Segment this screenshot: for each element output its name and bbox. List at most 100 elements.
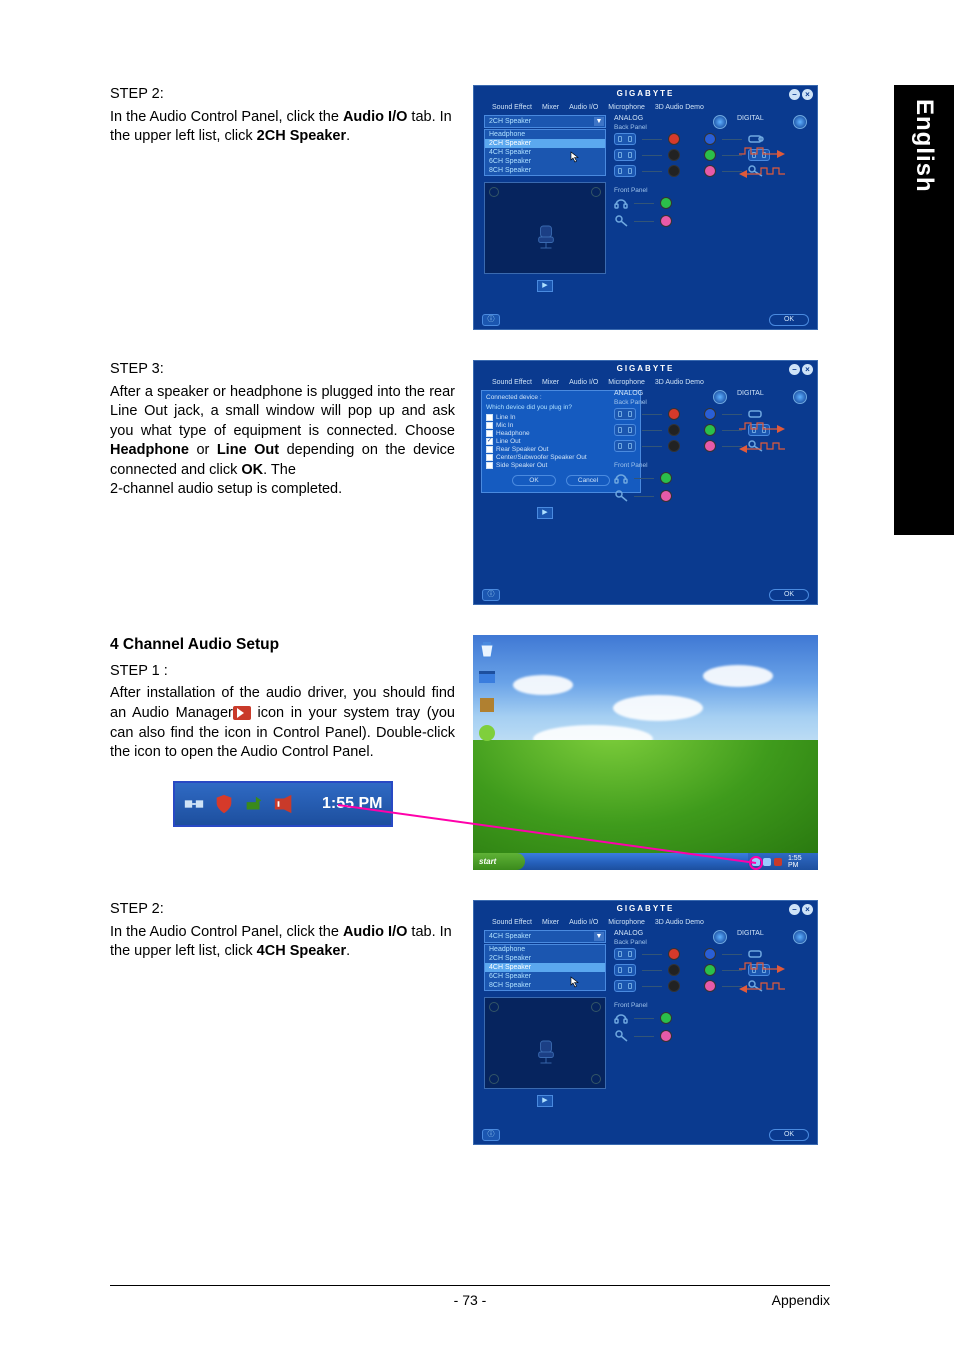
- minimize-icon[interactable]: –: [789, 364, 800, 375]
- tab-sound-effect[interactable]: Sound Effect: [492, 919, 532, 926]
- list-item[interactable]: 2CH Speaker: [485, 139, 605, 148]
- jack-red[interactable]: [668, 408, 680, 420]
- jack-black2[interactable]: [668, 165, 680, 177]
- info-icon[interactable]: ⓘ: [482, 314, 500, 326]
- digital-settings-icon[interactable]: [793, 930, 807, 944]
- tab-microphone[interactable]: Microphone: [608, 379, 645, 386]
- jack-black[interactable]: [668, 964, 680, 976]
- play-button[interactable]: ▶: [537, 507, 553, 519]
- tab-microphone[interactable]: Microphone: [608, 104, 645, 111]
- audio-panel-connected: –× GIGABYTE Sound Effect Mixer Audio I/O…: [473, 360, 818, 605]
- tray-audio-manager-icon[interactable]: [273, 793, 295, 815]
- list-item[interactable]: Headphone: [485, 130, 605, 139]
- ok-button[interactable]: OK: [769, 589, 809, 601]
- analog-settings-icon[interactable]: [713, 115, 727, 129]
- tab-3d-audio[interactable]: 3D Audio Demo: [655, 104, 704, 111]
- jack-blue[interactable]: [704, 948, 716, 960]
- jack-pad-icon: [614, 165, 636, 177]
- jack-pink[interactable]: [704, 980, 716, 992]
- list-item[interactable]: 8CH Speaker: [485, 981, 605, 990]
- jack-black2[interactable]: [668, 980, 680, 992]
- desktop-shortcut-icon[interactable]: [477, 667, 497, 687]
- list-item[interactable]: 6CH Speaker: [485, 157, 605, 166]
- list-item[interactable]: Headphone: [485, 945, 605, 954]
- close-icon[interactable]: ×: [802, 904, 813, 915]
- tray-icon[interactable]: [752, 858, 760, 866]
- play-button[interactable]: ▶: [537, 280, 553, 292]
- jack-pink[interactable]: [704, 440, 716, 452]
- speaker-icon: [489, 1002, 499, 1012]
- minimize-icon[interactable]: –: [789, 89, 800, 100]
- fp-jack-green[interactable]: [660, 472, 672, 484]
- dialog-cancel-button[interactable]: Cancel: [566, 475, 610, 486]
- fp-jack-pink[interactable]: [660, 215, 672, 227]
- jack-green[interactable]: [704, 149, 716, 161]
- list-item[interactable]: 2CH Speaker: [485, 954, 605, 963]
- jack-black[interactable]: [668, 424, 680, 436]
- speaker-select[interactable]: 4CH Speaker▼: [484, 930, 606, 943]
- start-button[interactable]: start: [473, 853, 525, 870]
- dialog-ok-button[interactable]: OK: [512, 475, 556, 486]
- digital-settings-icon[interactable]: [793, 115, 807, 129]
- fp-jack-green[interactable]: [660, 1012, 672, 1024]
- tab-audio-io[interactable]: Audio I/O: [569, 379, 598, 386]
- jack-red[interactable]: [668, 948, 680, 960]
- tab-audio-io[interactable]: Audio I/O: [569, 919, 598, 926]
- tab-3d-audio[interactable]: 3D Audio Demo: [655, 919, 704, 926]
- step2-4ch-screenshot: –× GIGABYTE Sound Effect Mixer Audio I/O…: [473, 900, 818, 1145]
- tab-mixer[interactable]: Mixer: [542, 919, 559, 926]
- list-item[interactable]: 4CH Speaker: [485, 148, 605, 157]
- jack-green[interactable]: [704, 424, 716, 436]
- list-item[interactable]: 8CH Speaker: [485, 166, 605, 175]
- play-button[interactable]: ▶: [537, 1095, 553, 1107]
- jack-black2[interactable]: [668, 440, 680, 452]
- tab-microphone[interactable]: Microphone: [608, 919, 645, 926]
- tab-sound-effect[interactable]: Sound Effect: [492, 379, 532, 386]
- ok-button[interactable]: OK: [769, 1129, 809, 1141]
- digital-section: DIGITAL: [737, 115, 807, 178]
- speaker-dropdown-list[interactable]: Headphone 2CH Speaker 4CH Speaker 6CH Sp…: [484, 944, 606, 991]
- list-item[interactable]: 6CH Speaker: [485, 972, 605, 981]
- ok-button[interactable]: OK: [769, 314, 809, 326]
- audio-panel-4ch: –× GIGABYTE Sound Effect Mixer Audio I/O…: [473, 900, 818, 1145]
- jack-blue[interactable]: [704, 408, 716, 420]
- fp-jack-pink[interactable]: [660, 490, 672, 502]
- close-icon[interactable]: ×: [802, 89, 813, 100]
- close-icon[interactable]: ×: [802, 364, 813, 375]
- digital-in-wave-icon: [737, 979, 787, 993]
- digital-in-wave-icon: [737, 439, 787, 453]
- tab-audio-io[interactable]: Audio I/O: [569, 104, 598, 111]
- list-item[interactable]: 4CH Speaker: [485, 963, 605, 972]
- digital-in-wave-icon: [737, 164, 787, 178]
- fp-jack-green[interactable]: [660, 197, 672, 209]
- tab-mixer[interactable]: Mixer: [542, 379, 559, 386]
- fp-jack-pink[interactable]: [660, 1030, 672, 1042]
- info-icon[interactable]: ⓘ: [482, 1129, 500, 1141]
- speaker-dropdown-list[interactable]: Headphone 2CH Speaker 4CH Speaker 6CH Sp…: [484, 129, 606, 176]
- desktop-shortcut-icon[interactable]: [477, 723, 497, 743]
- minimize-icon[interactable]: –: [789, 904, 800, 915]
- info-icon[interactable]: ⓘ: [482, 589, 500, 601]
- chevron-down-icon[interactable]: ▼: [594, 117, 604, 126]
- jack-red[interactable]: [668, 133, 680, 145]
- headphone-icon: [614, 471, 628, 485]
- tray-audio-manager-icon[interactable]: [774, 858, 782, 866]
- jack-green[interactable]: [704, 964, 716, 976]
- analog-settings-icon[interactable]: [713, 390, 727, 404]
- desktop-shortcut-icon[interactable]: [477, 695, 497, 715]
- chevron-down-icon[interactable]: ▼: [594, 932, 604, 941]
- recycle-bin-icon[interactable]: [477, 639, 497, 659]
- jack-blue[interactable]: [704, 133, 716, 145]
- digital-settings-icon[interactable]: [793, 390, 807, 404]
- jack-pink[interactable]: [704, 165, 716, 177]
- step2-4ch-text: STEP 2: In the Audio Control Panel, clic…: [110, 900, 455, 1145]
- jack-black[interactable]: [668, 149, 680, 161]
- digital-out-wave-icon: [737, 959, 787, 973]
- tab-sound-effect[interactable]: Sound Effect: [492, 104, 532, 111]
- tab-mixer[interactable]: Mixer: [542, 104, 559, 111]
- page-content: STEP 2: In the Audio Control Panel, clic…: [110, 85, 830, 1175]
- analog-settings-icon[interactable]: [713, 930, 727, 944]
- tray-icon[interactable]: [763, 858, 771, 866]
- speaker-select[interactable]: 2CH Speaker ▼: [484, 115, 606, 128]
- tab-3d-audio[interactable]: 3D Audio Demo: [655, 379, 704, 386]
